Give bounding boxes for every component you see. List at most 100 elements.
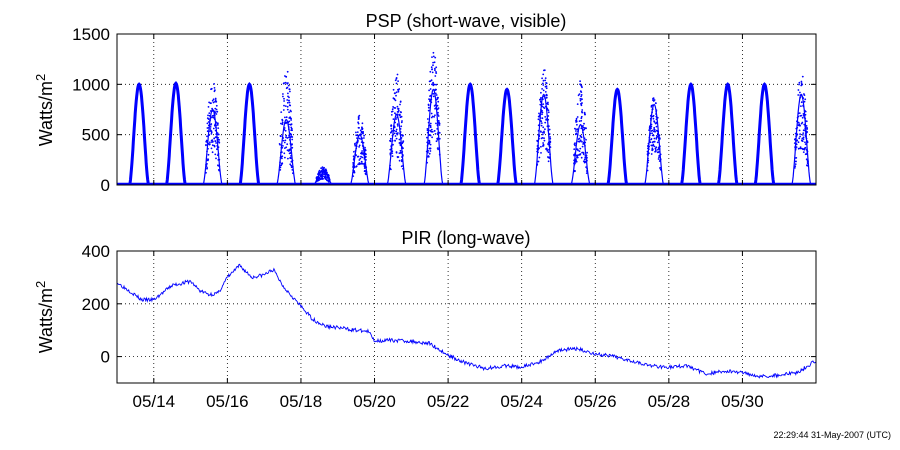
psp-point bbox=[358, 127, 360, 129]
psp-point bbox=[360, 138, 362, 140]
psp-day-2007-05-22 bbox=[459, 82, 482, 185]
psp-point bbox=[215, 136, 218, 139]
psp-point bbox=[287, 126, 290, 128]
psp-day-2007-05-20 bbox=[386, 73, 407, 185]
psp-point bbox=[800, 84, 803, 87]
psp-point bbox=[437, 122, 440, 124]
psp-point bbox=[365, 166, 368, 169]
psp-point bbox=[797, 141, 800, 144]
psp-point bbox=[579, 139, 582, 142]
psp-point bbox=[540, 120, 543, 123]
psp-point bbox=[541, 117, 544, 120]
psp-point bbox=[287, 92, 289, 95]
psp-point bbox=[542, 131, 544, 134]
psp-point bbox=[544, 91, 547, 93]
psp-point bbox=[279, 166, 282, 169]
psp-point bbox=[537, 129, 540, 132]
pir-axes bbox=[116, 250, 817, 384]
psp-point bbox=[543, 69, 545, 72]
psp-point bbox=[352, 170, 355, 172]
psp-point bbox=[575, 130, 577, 132]
psp-point bbox=[400, 115, 403, 118]
psp-point bbox=[806, 161, 809, 164]
psp-point bbox=[801, 95, 804, 98]
psp-point bbox=[282, 95, 284, 98]
psp-point bbox=[547, 160, 550, 163]
psp-point bbox=[321, 174, 324, 177]
psp-point bbox=[654, 147, 657, 150]
psp-point bbox=[207, 126, 210, 129]
psp-point bbox=[549, 141, 552, 144]
psp-point bbox=[575, 154, 578, 157]
psp-point bbox=[433, 105, 436, 107]
psp-point bbox=[800, 94, 803, 97]
psp-point bbox=[542, 103, 545, 105]
psp-point bbox=[798, 81, 801, 84]
psp-point bbox=[210, 116, 213, 119]
psp-point bbox=[657, 148, 659, 151]
psp-point bbox=[429, 126, 432, 129]
psp-point bbox=[799, 133, 801, 136]
psp-point bbox=[573, 170, 576, 173]
psp-point bbox=[205, 144, 207, 146]
psp-point bbox=[653, 129, 656, 131]
pir-ticks: 05/14 05/16 05/18 05/20 05/22 05/24 05/26 05/28… bbox=[82, 242, 816, 411]
psp-point bbox=[658, 154, 661, 157]
psp-point bbox=[210, 123, 213, 125]
psp-point bbox=[794, 140, 797, 142]
psp-point bbox=[289, 152, 292, 155]
psp-point bbox=[211, 141, 213, 144]
psp-point bbox=[428, 80, 431, 83]
psp-point bbox=[433, 116, 435, 118]
psp-point bbox=[358, 144, 361, 147]
psp-point bbox=[326, 173, 328, 176]
psp-point bbox=[278, 143, 281, 145]
psp-point bbox=[213, 87, 216, 89]
psp-point bbox=[391, 134, 394, 137]
psp-curve bbox=[423, 88, 444, 185]
psp-point bbox=[287, 123, 290, 126]
psp-point bbox=[585, 172, 588, 175]
psp-point bbox=[395, 82, 398, 85]
psp-point bbox=[207, 143, 210, 145]
psp-point bbox=[575, 117, 578, 120]
psp-point bbox=[207, 106, 210, 108]
psp-point bbox=[655, 118, 658, 121]
psp-point bbox=[358, 162, 361, 164]
psp-point bbox=[573, 163, 576, 166]
psp-point bbox=[802, 151, 805, 154]
psp-point bbox=[431, 56, 433, 58]
psp-point bbox=[214, 153, 217, 156]
psp-point bbox=[803, 123, 806, 126]
psp-point bbox=[580, 127, 583, 130]
psp-point bbox=[431, 83, 433, 86]
psp-point bbox=[578, 150, 581, 153]
psp-point bbox=[216, 148, 218, 151]
psp-point bbox=[285, 134, 288, 137]
pir-title: PIR (long-wave) bbox=[401, 228, 530, 248]
psp-panel: 0 500 1000 1500 PSP (short-wave, visible) W… bbox=[33, 11, 817, 195]
psp-ticks: 0 500 1000 1500 bbox=[72, 25, 816, 195]
psp-point bbox=[538, 114, 541, 116]
psp-point bbox=[353, 156, 356, 159]
psp-point bbox=[581, 109, 584, 111]
psp-point bbox=[283, 141, 286, 144]
psp-point bbox=[400, 165, 403, 168]
psp-point bbox=[432, 55, 435, 58]
psp-point bbox=[647, 152, 649, 154]
psp-point bbox=[389, 164, 391, 167]
psp-point bbox=[540, 137, 543, 140]
psp-point bbox=[398, 152, 401, 155]
psp-point bbox=[205, 165, 208, 168]
psp-point bbox=[399, 132, 401, 135]
psp-point bbox=[209, 141, 211, 144]
psp-point bbox=[217, 136, 220, 139]
psp-point bbox=[435, 140, 438, 143]
psp-point bbox=[364, 146, 366, 149]
psp-point bbox=[284, 81, 287, 84]
psp-point bbox=[355, 154, 357, 157]
psp-point bbox=[540, 91, 542, 94]
psp-point bbox=[361, 162, 363, 165]
psp-point bbox=[548, 143, 551, 146]
psp-point bbox=[322, 170, 325, 173]
